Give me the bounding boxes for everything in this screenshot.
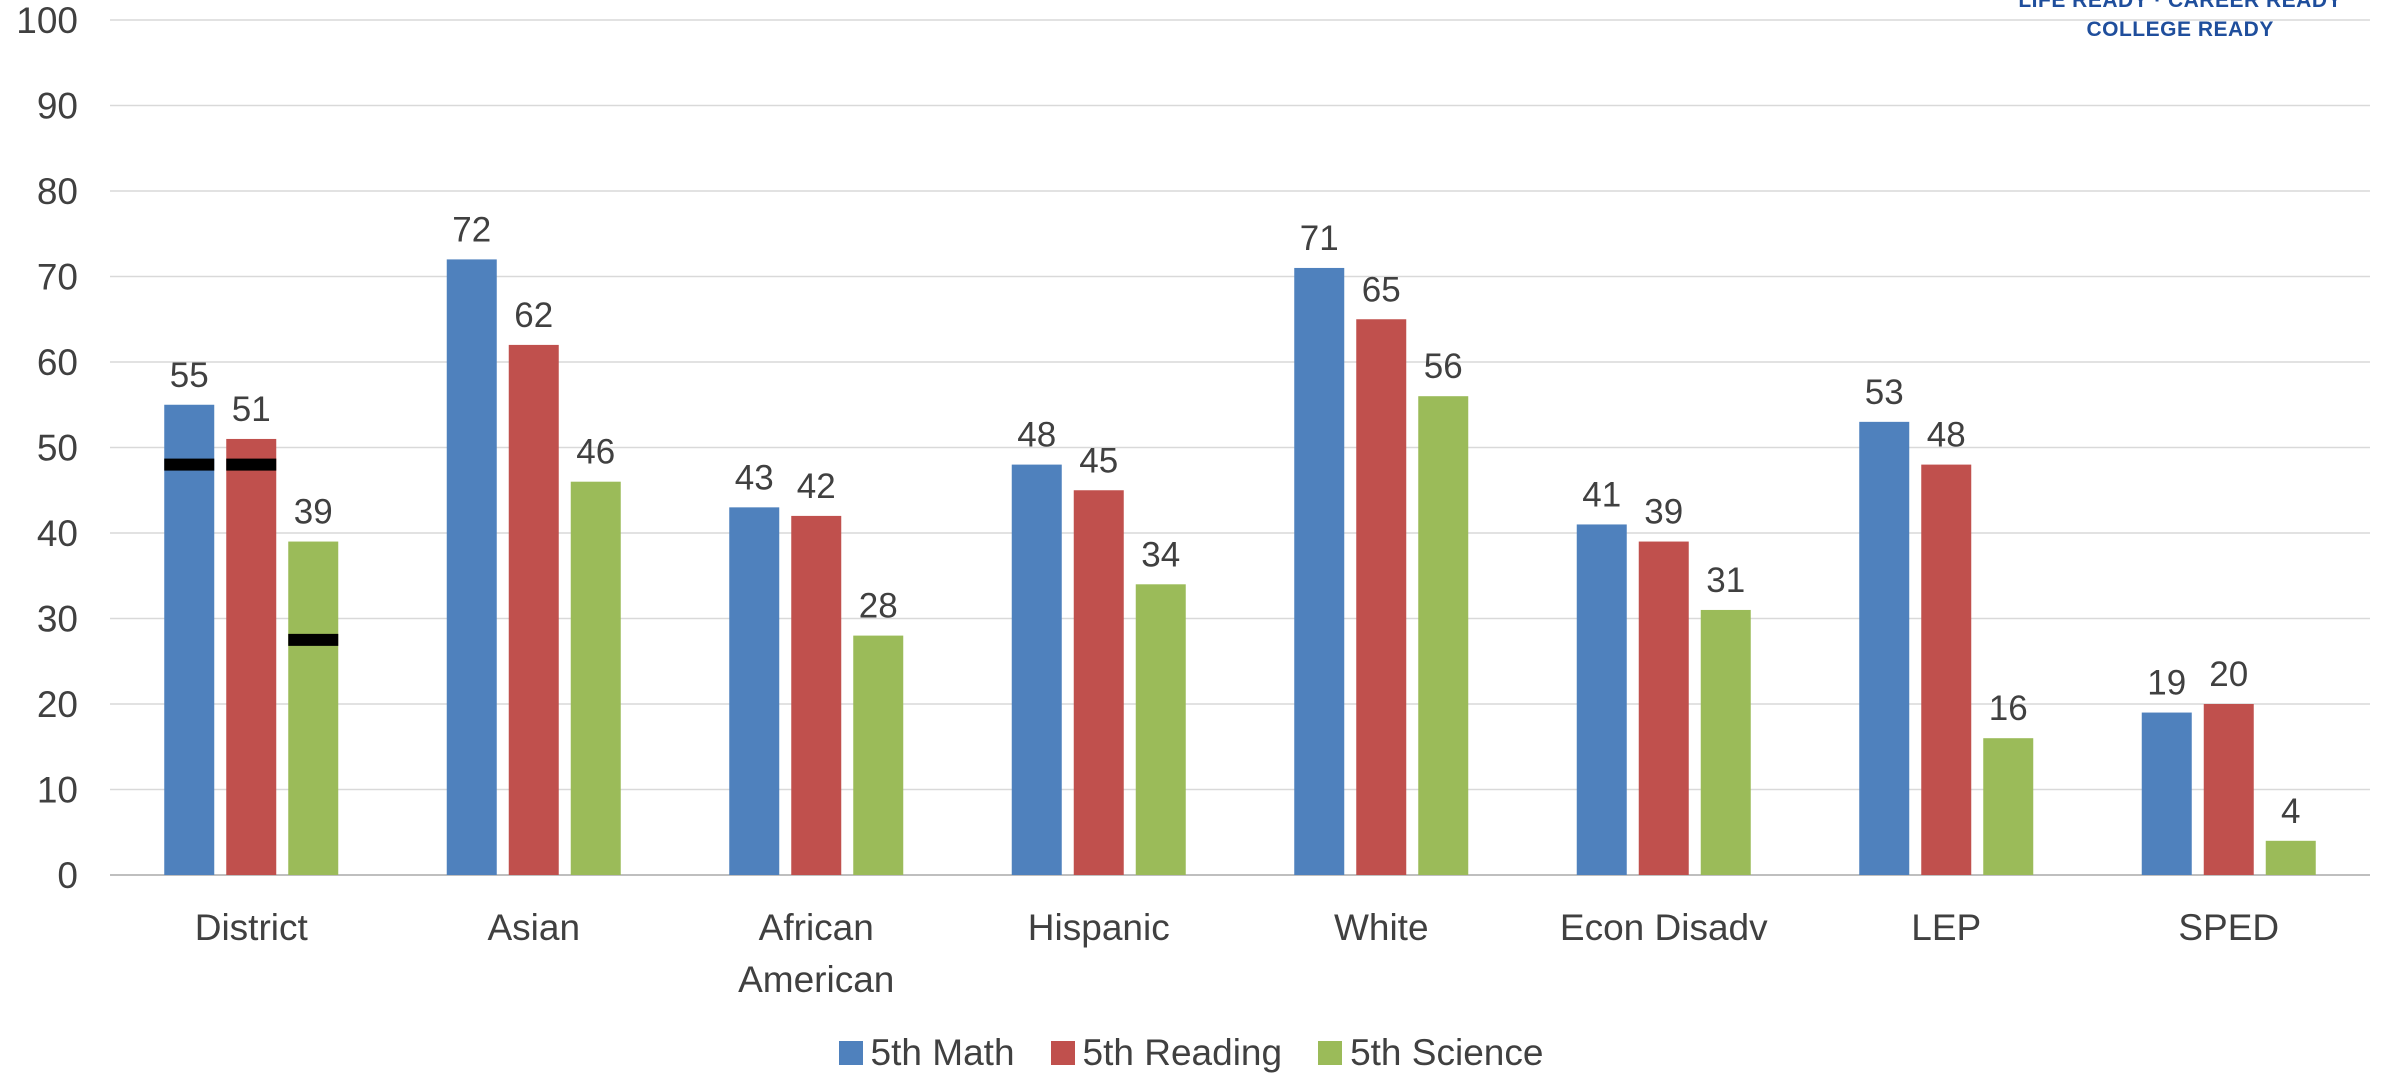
y-tick-label: 40 xyxy=(37,513,78,554)
data-labels: 55 72 43 48 71 41 53 19 51 62 42 45 65 39 48 20 39 46 28 34… xyxy=(170,210,2301,830)
x-category-label: Asian xyxy=(487,907,580,948)
bar-5th-reading xyxy=(1356,319,1407,875)
data-label: 20 xyxy=(2209,655,2248,694)
data-label: 46 xyxy=(576,433,615,472)
data-label: 19 xyxy=(2147,664,2186,703)
x-category-label: White xyxy=(1334,907,1429,948)
x-category-label: American xyxy=(738,959,894,1000)
x-category-label: Hispanic xyxy=(1028,907,1170,948)
x-category-label: LEP xyxy=(1911,907,1981,948)
x-category-label: SPED xyxy=(2178,907,2279,948)
target-marker xyxy=(226,458,277,471)
y-tick-label: 60 xyxy=(37,342,78,383)
legend-swatch-math xyxy=(838,1041,863,1065)
y-tick-label: 0 xyxy=(57,855,78,896)
data-label: 31 xyxy=(1706,561,1745,600)
data-label: 62 xyxy=(514,296,553,335)
logo: LIFE READY · CAREER READY COLLEGE READY xyxy=(2018,0,2342,44)
y-tick-label: 90 xyxy=(37,86,78,127)
bar-5th-reading xyxy=(226,438,277,875)
bar-5th-math xyxy=(2141,712,2192,875)
data-label: 34 xyxy=(1141,535,1180,574)
bars xyxy=(164,259,2316,875)
bar-5th-math xyxy=(1294,267,1345,875)
data-label: 48 xyxy=(1927,416,1966,455)
bar-5th-math xyxy=(729,507,780,875)
bar-5th-reading xyxy=(1921,464,1972,875)
bar-5th-math xyxy=(1011,464,1062,875)
data-label: 48 xyxy=(1017,416,1056,455)
data-label: 16 xyxy=(1989,689,2028,728)
legend-label-math: 5th Math xyxy=(870,1032,1015,1073)
data-label: 71 xyxy=(1300,219,1339,258)
bar-5th-reading xyxy=(791,515,842,875)
bar-5th-science xyxy=(1700,609,1751,875)
legend-item-reading: 5th Reading xyxy=(1050,1032,1283,1074)
bar-5th-science xyxy=(2265,840,2316,875)
bar-5th-reading xyxy=(2203,704,2254,875)
y-tick-label: 20 xyxy=(37,684,78,725)
x-category-label: District xyxy=(195,907,309,948)
x-category-label: African xyxy=(759,907,874,948)
target-marker xyxy=(164,458,215,471)
bar-5th-science xyxy=(1983,738,2034,875)
bar-5th-reading xyxy=(1638,541,1689,875)
bar-5th-reading xyxy=(1073,490,1124,875)
bar-5th-math xyxy=(446,259,497,875)
y-tick-label: 50 xyxy=(37,428,78,469)
y-axis: 0 10 20 30 40 50 60 70 80 90 100 xyxy=(16,0,78,896)
target-marker xyxy=(288,633,339,646)
bar-5th-science xyxy=(288,541,339,875)
x-axis: District Asian African American Hispanic Whit… xyxy=(195,907,2279,1000)
legend-swatch-reading xyxy=(1050,1041,1075,1065)
data-label: 53 xyxy=(1865,373,1904,412)
bar-5th-science xyxy=(1135,584,1186,875)
legend-item-science: 5th Science xyxy=(1318,1032,1543,1074)
data-label: 39 xyxy=(294,493,333,532)
bar-5th-science xyxy=(853,635,904,875)
bar-5th-math xyxy=(164,404,215,875)
data-label: 39 xyxy=(1644,493,1683,532)
bar-5th-math xyxy=(1576,524,1627,875)
data-label: 45 xyxy=(1079,441,1118,480)
legend-label-reading: 5th Reading xyxy=(1082,1032,1283,1073)
y-tick-label: 30 xyxy=(37,599,78,640)
data-label: 28 xyxy=(859,587,898,626)
bar-5th-math xyxy=(1859,421,1910,875)
bar-5th-reading xyxy=(508,344,559,875)
logo-line-1: LIFE READY · CAREER READY xyxy=(2018,0,2342,12)
y-tick-label: 10 xyxy=(37,770,78,811)
markers xyxy=(164,458,339,646)
bar-5th-science xyxy=(570,481,621,875)
data-label: 72 xyxy=(452,210,491,249)
legend-label-science: 5th Science xyxy=(1350,1032,1544,1073)
data-label: 65 xyxy=(1362,270,1401,309)
y-tick-label: 100 xyxy=(16,0,78,41)
bar-5th-science xyxy=(1418,396,1469,875)
legend-swatch-science xyxy=(1318,1041,1343,1065)
data-label: 41 xyxy=(1582,475,1621,514)
data-label: 42 xyxy=(797,467,836,506)
data-label: 4 xyxy=(2281,792,2300,831)
data-label: 56 xyxy=(1424,347,1463,386)
y-tick-label: 80 xyxy=(37,171,78,212)
logo-line-2: COLLEGE READY xyxy=(2086,18,2274,41)
data-label: 55 xyxy=(170,356,209,395)
data-label: 51 xyxy=(232,390,271,429)
x-category-label: Econ Disadv xyxy=(1560,907,1768,948)
data-label: 43 xyxy=(735,458,774,497)
legend: 5th Math 5th Reading 5th Science xyxy=(0,1028,2382,1078)
legend-item-math: 5th Math xyxy=(838,1032,1015,1074)
y-tick-label: 70 xyxy=(37,257,78,298)
